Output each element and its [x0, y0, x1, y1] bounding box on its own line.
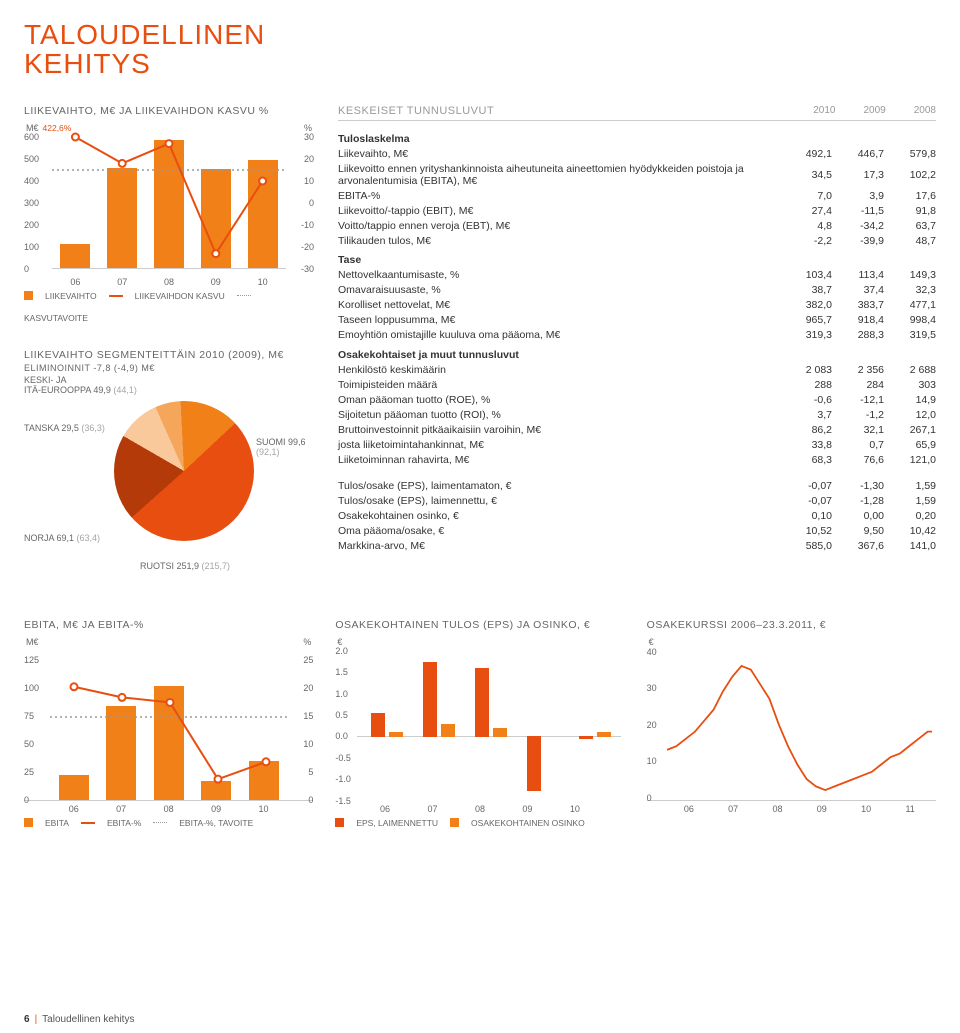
chart1-legend: LIIKEVAIHTO LIIKEVAIHDON KASVU KASVUTAVO…: [24, 291, 314, 323]
ebita-title: EBITA, M€ JA EBITA-%: [24, 619, 313, 631]
chart1: 0607080910 6005004003002001000 3020100-1…: [24, 137, 314, 287]
ebita-chart: 12510075502502520151050: [24, 651, 313, 801]
pie-chart: KESKI- JAITÄ-EUROOPPA 49,9 (44,1)TANSKA …: [24, 379, 314, 579]
kpi-header: KESKEISET TUNNUSLUVUT 2010 2009 2008: [338, 105, 936, 121]
segments-subtitle: ELIMINOINNIT -7,8 (-4,9) M€: [24, 363, 314, 373]
page-footer: 6|Taloudellinen kehitys: [24, 1014, 134, 1025]
segments-title: LIIKEVAIHTO SEGMENTEITTÄIN 2010 (2009), …: [24, 349, 314, 361]
chart1-title: LIIKEVAIHTO, M€ JA LIIKEVAIHDON KASVU %: [24, 105, 314, 117]
stock-chart: 403020100: [647, 651, 936, 801]
chart1-badge: 422,6%: [43, 123, 72, 133]
page-title: TALOUDELLINENKEHITYS: [24, 20, 936, 79]
eps-chart: 2.01.51.00.50.0-0.5-1.0-1.5: [335, 651, 624, 801]
kpi-table: TuloslaskelmaLiikevaihto, M€492,1446,757…: [338, 127, 936, 554]
eps-legend: EPS, LAIMENNETTU OSAKEKOHTAINEN OSINKO: [335, 818, 624, 828]
eps-title: OSAKEKOHTAINEN TULOS (EPS) JA OSINKO, €: [335, 619, 624, 631]
stock-title: OSAKEKURSSI 2006–23.3.2011, €: [647, 619, 936, 631]
ebita-legend: EBITA EBITA-% EBITA-%, TAVOITE: [24, 818, 313, 828]
